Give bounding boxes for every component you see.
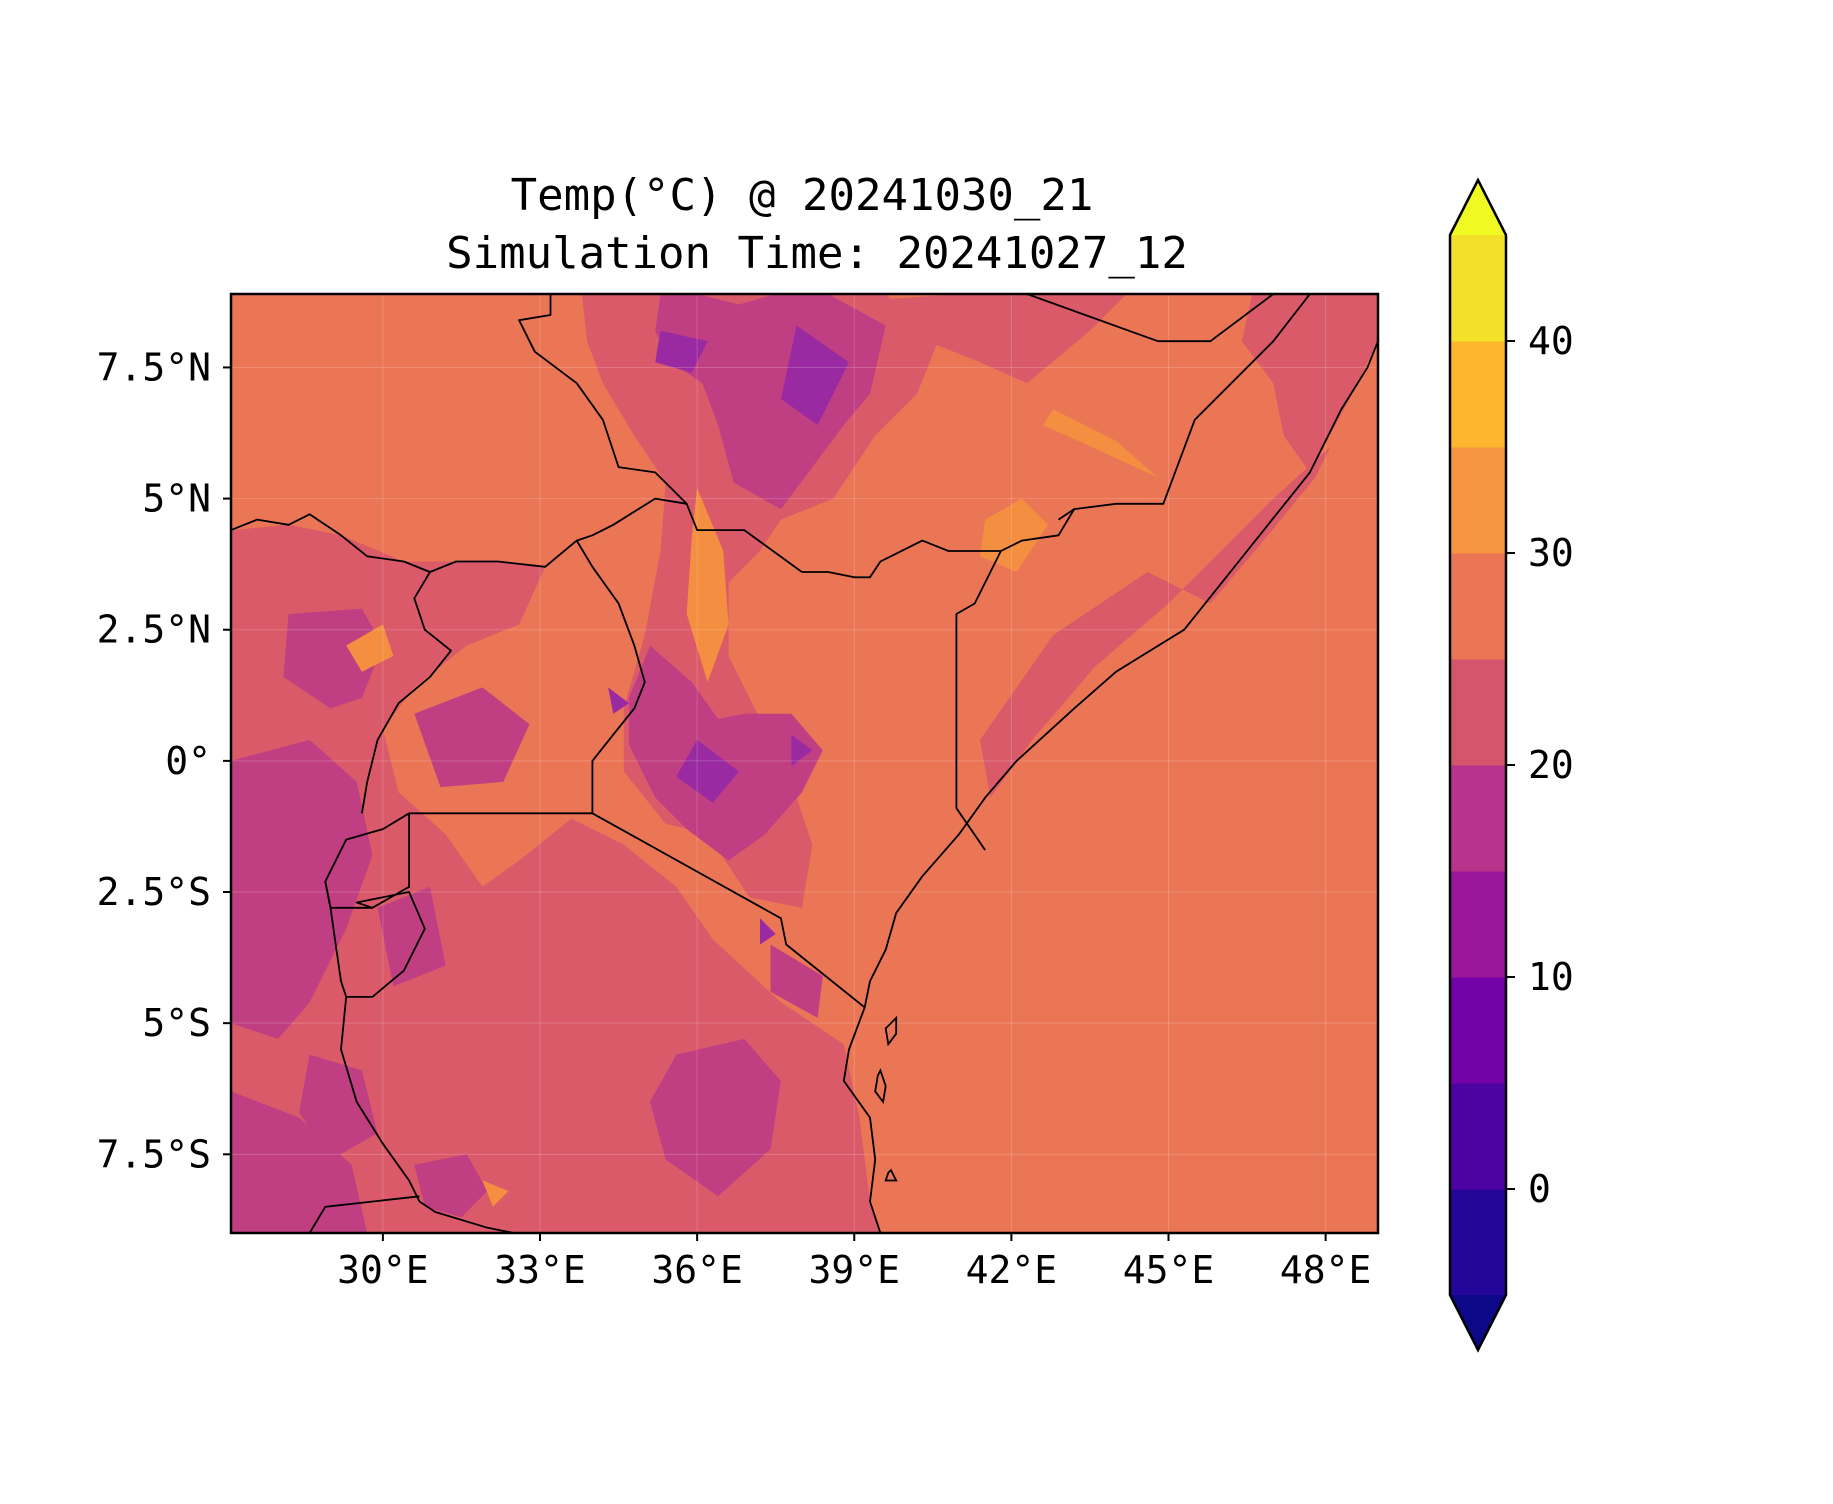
field-region-13-5 (791, 734, 813, 767)
x-tick-label: 45°E (1123, 1248, 1215, 1292)
island-pemba (884, 1015, 898, 1047)
field-region-20-6 (650, 1038, 781, 1197)
colorbar-band (1450, 447, 1506, 554)
field-region-33-4 (482, 1180, 509, 1207)
field-region-20-4 (231, 1091, 368, 1233)
border-kenya-tanzania (591, 812, 866, 1009)
graticule (231, 294, 1378, 1233)
border-zambia-drc (308, 1195, 420, 1233)
y-tick-label: 2.5°S (97, 870, 211, 914)
y-tick-label: 7.5°N (97, 345, 211, 389)
field-region-13-4 (608, 687, 629, 714)
longitude-axis: 30°E 33°E 36°E 39°E 42°E 45°E 48°E (337, 1233, 1371, 1292)
colorbar-band (1450, 871, 1506, 978)
field-region-33-2 (980, 498, 1048, 572)
border-ssudan-ethiopia-kenya (518, 294, 803, 573)
colorbar-band (1450, 553, 1506, 660)
field-region-33-3 (346, 624, 394, 672)
y-tick-label: 7.5°S (97, 1132, 211, 1176)
x-tick-label: 36°E (651, 1248, 743, 1292)
colorbar-band (1450, 341, 1506, 448)
field-region-33-0 (686, 488, 729, 683)
title-line-2: Simulation Time: 20241027_12 (446, 228, 1188, 279)
colorbar-band (1450, 1189, 1506, 1296)
border-kenya-somalia (955, 550, 1002, 851)
x-tick-label: 30°E (337, 1248, 429, 1292)
field-region-20-1 (629, 645, 823, 861)
field-region-20-2 (283, 608, 383, 709)
border-uganda-drc (361, 571, 452, 814)
colorbar-outline (1448, 177, 1508, 1353)
field-region-13-2 (655, 330, 708, 373)
field-region-20-9 (299, 1054, 378, 1160)
border-burundi-tanzania (346, 891, 426, 998)
border-ethiopia-kenya-somalia (801, 508, 1075, 579)
field-region-13-3 (760, 918, 776, 945)
colorbar-band (1450, 659, 1506, 766)
latitude-axis: 7.5°N 5°N 2.5°N 0° 2.5°S 5°S 7.5°S (97, 345, 231, 1176)
border-rwanda-burundi (324, 813, 411, 909)
x-tick-label: 42°E (966, 1248, 1058, 1292)
field-region-24-4 (864, 294, 1127, 384)
map-frame (229, 292, 1380, 1235)
y-tick-label: 5°N (142, 477, 211, 521)
colorbar-tick-label: 10 (1528, 955, 1574, 999)
y-tick-label: 0° (165, 739, 211, 783)
colorbar: 0 10 20 30 40 (1448, 177, 1574, 1353)
field-region-20-8 (377, 886, 446, 987)
border-uganda-kenya (575, 540, 646, 814)
title-line-1: Temp(°C) @ 20241030_21 (511, 170, 1094, 221)
colorbar-tick-label: 0 (1528, 1167, 1551, 1211)
border-drc-west (324, 881, 514, 1233)
island-mafia (884, 1168, 898, 1182)
field-region-13-1 (676, 739, 739, 803)
field-region-33-1 (1042, 409, 1158, 478)
colorbar-band (1450, 1083, 1506, 1190)
border-somalia-ethiopia (1026, 294, 1274, 343)
colorbar-under-arrow (1450, 1295, 1506, 1350)
colorbar-band (1450, 235, 1506, 342)
field-region-24-2 (980, 446, 1331, 798)
colorbar-over-arrow (1450, 180, 1506, 235)
field-region-20-5 (414, 1154, 488, 1218)
x-tick-label: 33°E (494, 1248, 586, 1292)
temperature-field (231, 294, 1378, 1233)
field-region-20-3 (231, 739, 373, 1039)
y-tick-label: 5°S (142, 1001, 211, 1045)
border-ssudan-uganda-kenya (231, 497, 687, 573)
map-area (231, 294, 1378, 1233)
colorbar-tick-label: 20 (1528, 743, 1574, 787)
colorbar-band (1450, 765, 1506, 872)
colorbar-tick-label: 30 (1528, 531, 1574, 575)
colorbar-band (1450, 977, 1506, 1084)
y-tick-label: 2.5°N (97, 608, 211, 652)
field-region-20-10 (770, 944, 823, 1018)
border-coast-east-africa (842, 340, 1378, 1233)
colorbar-tick-label: 40 (1528, 319, 1574, 363)
field-region-13-0 (780, 325, 849, 426)
island-zanzibar (874, 1068, 887, 1105)
country-borders (231, 294, 1378, 1233)
field-region-20-7 (414, 687, 530, 788)
x-tick-label: 39°E (808, 1248, 900, 1292)
x-tick-label: 48°E (1280, 1248, 1372, 1292)
